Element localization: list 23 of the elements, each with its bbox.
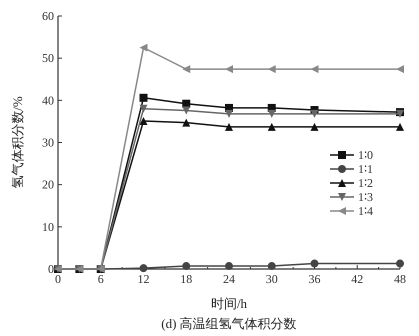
y-tick-label: 10: [42, 220, 54, 234]
x-tick-label: 36: [308, 272, 320, 286]
y-axis-title: 氢气体积分数/%: [10, 96, 25, 189]
text: (d) 高温组氢气体积分数: [161, 316, 297, 331]
y-tick-label: 0: [48, 262, 54, 276]
legend-label: 1∶4: [358, 204, 373, 218]
legend-label: 1∶0: [358, 148, 373, 162]
x-tick-label: 12: [138, 272, 150, 286]
y-tick-label: 40: [42, 93, 54, 108]
x-tick-label: 48: [394, 272, 406, 286]
x-tick-label: 6: [98, 272, 104, 286]
x-axis-title: 时间/h: [210, 296, 248, 311]
y-tick-label: 30: [42, 136, 54, 150]
y-tick-label: 20: [42, 178, 54, 192]
legend-label: 1∶2: [358, 176, 373, 190]
x-tick-label: 18: [180, 272, 192, 286]
y-tick-label: 50: [42, 51, 54, 66]
y-tick-label: 60: [42, 9, 54, 23]
x-tick-label: 24: [223, 272, 235, 286]
legend-label: 1∶3: [358, 190, 373, 204]
x-tick-label: 30: [266, 272, 278, 286]
legend-label: 1∶1: [358, 162, 373, 176]
x-tick-label: 42: [351, 272, 364, 286]
